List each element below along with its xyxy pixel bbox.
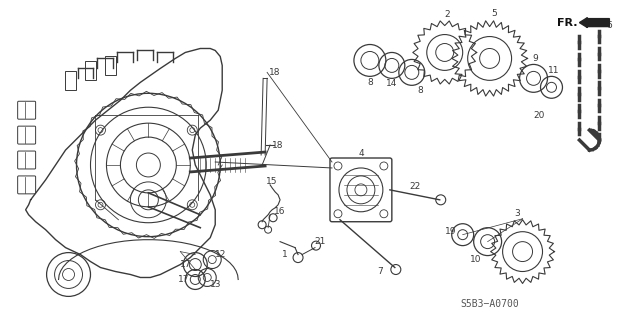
Text: 17: 17 [177, 275, 189, 284]
Text: 8: 8 [367, 78, 372, 87]
Text: 5: 5 [492, 9, 497, 18]
Text: 21: 21 [314, 237, 326, 246]
Text: 9: 9 [532, 54, 538, 63]
Text: S5B3−A0700: S5B3−A0700 [460, 299, 519, 309]
Text: 7: 7 [377, 267, 383, 276]
Text: 10: 10 [470, 255, 481, 264]
Text: 17: 17 [180, 260, 191, 269]
Text: 6: 6 [607, 21, 612, 30]
Text: 1: 1 [282, 250, 288, 259]
FancyArrow shape [579, 18, 609, 27]
Text: 15: 15 [266, 177, 278, 186]
Text: FR.: FR. [557, 18, 577, 28]
Text: 14: 14 [386, 79, 397, 88]
Text: 18: 18 [273, 141, 284, 150]
Text: 16: 16 [275, 207, 286, 216]
Text: 8: 8 [417, 86, 422, 95]
Text: 11: 11 [548, 66, 559, 75]
Text: 20: 20 [534, 111, 545, 120]
Text: 12: 12 [214, 250, 226, 259]
Text: 19: 19 [445, 227, 456, 236]
Text: 18: 18 [269, 68, 281, 77]
Text: 13: 13 [209, 280, 221, 289]
Text: 3: 3 [515, 209, 520, 218]
Text: 4: 4 [358, 149, 364, 158]
Text: 2: 2 [444, 10, 449, 19]
Text: 22: 22 [409, 182, 420, 191]
